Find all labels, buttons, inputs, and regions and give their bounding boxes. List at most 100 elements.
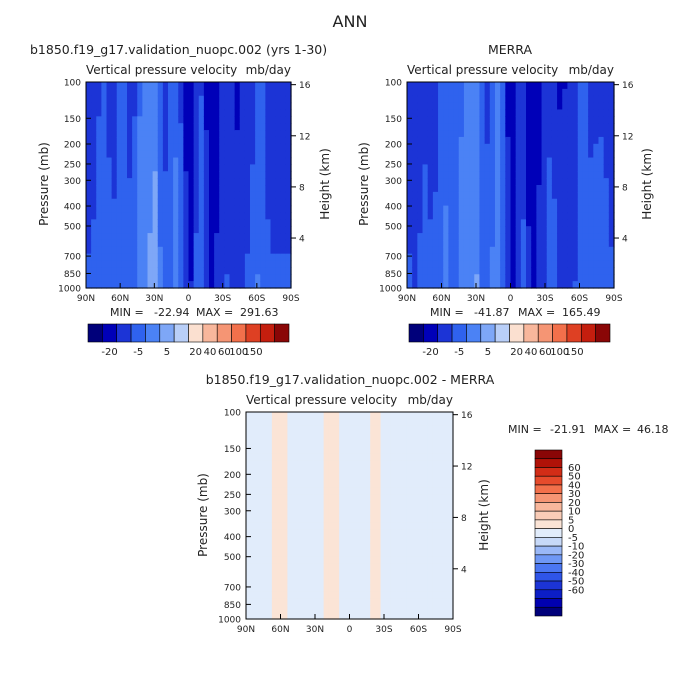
heatmap-cell: [421, 501, 428, 510]
heatmap-cell: [588, 157, 594, 165]
heatmap-cell: [442, 515, 449, 523]
heatmap-cell: [101, 239, 108, 248]
heatmap-cell: [469, 212, 475, 220]
heatmap-cell: [515, 150, 522, 159]
heatmap-cell: [443, 281, 449, 289]
heatmap-cell: [608, 185, 615, 193]
heatmap-cell: [251, 481, 257, 489]
heatmap-cell: [442, 453, 449, 461]
heatmap-cell: [157, 88, 164, 97]
heatmap-cell: [396, 584, 402, 592]
heatmap-cell: [411, 508, 418, 517]
heatmap-cell: [292, 584, 299, 592]
heatmap-cell: [250, 219, 256, 227]
heatmap-cell: [370, 563, 376, 572]
heatmap-cell: [577, 164, 584, 172]
heatmap-cell: [96, 246, 102, 255]
heatmap-cell: [375, 536, 382, 544]
heatmap-cell: [432, 123, 439, 131]
heatmap-cell: [86, 88, 92, 97]
heatmap-cell: [598, 171, 605, 179]
heatmap-cell: [407, 219, 413, 227]
heatmap-cell: [261, 487, 268, 496]
heatmap-cell: [551, 82, 558, 90]
heatmap-cell: [531, 116, 537, 124]
heatmap-cell: [132, 185, 138, 193]
heatmap-cell: [567, 95, 574, 104]
heatmap-cell: [271, 446, 278, 454]
heatmap-cell: [96, 157, 102, 165]
heatmap-cell: [567, 116, 574, 124]
heatmap-cell: [121, 178, 128, 186]
heatmap-cell: [96, 253, 102, 262]
heatmap-cell: [339, 494, 345, 503]
heatmap-cell: [370, 584, 376, 592]
heatmap-cell: [447, 550, 454, 558]
heatmap-cell: [567, 212, 574, 220]
heatmap-cell: [494, 239, 501, 248]
heatmap-cell: [562, 253, 569, 262]
heatmap-cell: [255, 246, 261, 255]
heatmap-cell: [458, 150, 465, 159]
heatmap-cell: [255, 123, 261, 131]
heatmap-cell: [260, 198, 266, 207]
heatmap-cell: [442, 439, 449, 448]
heatmap-cell: [572, 226, 579, 234]
heatmap-cell: [282, 536, 288, 544]
heatmap-cell: [484, 157, 491, 165]
heatmap-cell: [458, 226, 465, 234]
heatmap-cell: [277, 515, 283, 523]
heatmap-cell: [375, 612, 382, 620]
heatmap-cell: [442, 508, 449, 517]
y-tick-label: 250: [385, 160, 402, 170]
heatmap-cell: [411, 425, 418, 434]
heatmap-cell: [280, 143, 287, 152]
heatmap-cell: [448, 253, 455, 262]
heatmap-cell: [421, 481, 428, 489]
heatmap-cell: [86, 164, 92, 172]
heatmap-cell: [500, 219, 506, 227]
heatmap-cell: [313, 612, 320, 620]
heatmap-cell: [265, 88, 272, 97]
heatmap-cell: [251, 550, 257, 558]
heatmap-cell: [234, 157, 241, 165]
heatmap-cell: [536, 88, 543, 97]
heatmap-cell: [256, 474, 263, 482]
heatmap-cell: [229, 143, 236, 152]
heatmap-cell: [396, 522, 402, 530]
heatmap-cell: [500, 130, 506, 138]
heatmap-cell: [598, 157, 605, 165]
heatmap-cell: [297, 591, 304, 599]
heatmap-cell: [370, 550, 376, 558]
heatmap-cell: [251, 494, 257, 503]
heatmap-cell: [308, 543, 314, 551]
heatmap-cell: [390, 570, 397, 579]
heatmap-cell: [520, 164, 527, 172]
heatmap-cell: [546, 281, 553, 289]
heatmap-cell: [438, 205, 444, 214]
heatmap-cell: [608, 136, 615, 145]
heatmap-cell: [157, 198, 164, 207]
colorbar-box: [552, 323, 568, 343]
heatmap-cell: [417, 274, 424, 282]
heatmap-cell: [313, 605, 320, 613]
heatmap-cell: [168, 191, 174, 200]
heatmap-cell: [427, 219, 434, 227]
heatmap-cell: [270, 95, 277, 104]
heatmap-cell: [406, 432, 413, 441]
heatmap-cell: [178, 102, 184, 111]
heatmap-cell: [551, 246, 558, 255]
heatmap-cell: [250, 226, 256, 234]
heatmap-cell: [500, 150, 506, 159]
heatmap-cell: [287, 591, 294, 599]
heatmap-cell: [96, 123, 102, 131]
heatmap-cell: [432, 529, 439, 537]
heatmap-cell: [132, 212, 138, 220]
heatmap-cell: [261, 584, 268, 592]
heatmap-cell: [308, 487, 314, 496]
heatmap-cell: [593, 205, 600, 214]
x-tick-label: 30N: [467, 294, 485, 304]
heatmap-cell: [416, 543, 423, 551]
heatmap-cell: [531, 260, 537, 268]
heatmap-cell: [188, 198, 195, 207]
